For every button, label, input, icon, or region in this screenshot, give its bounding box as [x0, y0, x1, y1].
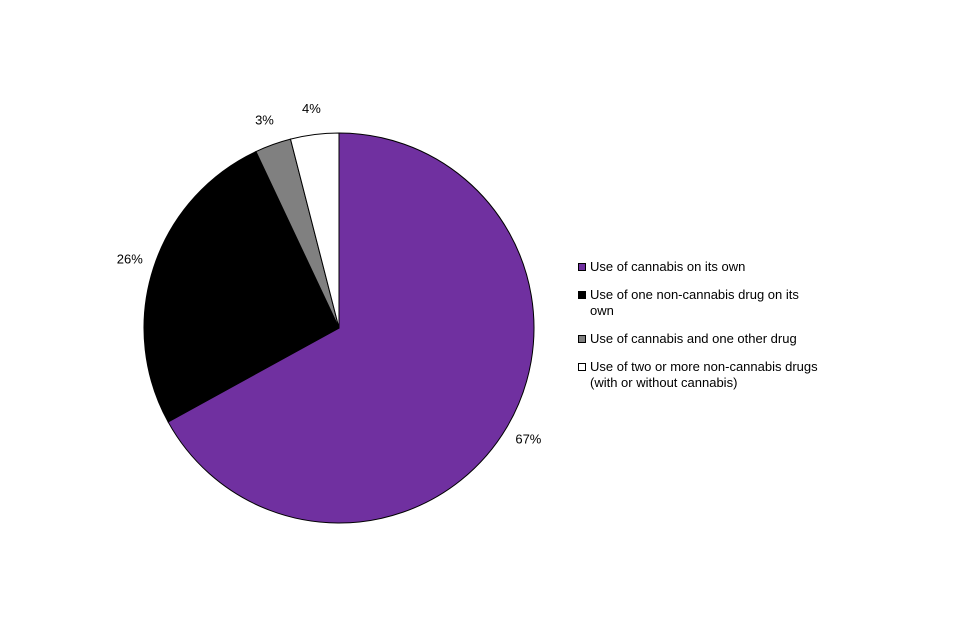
legend-label: Use of cannabis on its own [590, 259, 746, 274]
data-label: 26% [117, 251, 143, 266]
legend-swatch [578, 263, 586, 271]
legend-item: Use of cannabis on its own [578, 259, 838, 275]
legend-label: Use of one non-cannabis drug on its own [590, 287, 799, 318]
legend-item: Use of two or more non-cannabis drugs (w… [578, 359, 838, 391]
pie-slice [167, 132, 535, 524]
legend-swatch [578, 363, 586, 371]
legend-label: Use of cannabis and one other drug [590, 331, 797, 346]
data-label: 67% [515, 431, 541, 446]
legend: Use of cannabis on its own Use of one non… [578, 259, 838, 391]
legend-item: Use of cannabis and one other drug [578, 331, 838, 347]
legend-swatch [578, 335, 586, 343]
pie-slice [143, 150, 340, 423]
data-label: 3% [255, 112, 274, 127]
legend-swatch [578, 291, 586, 299]
pie-slice [289, 132, 340, 329]
legend-item: Use of one non-cannabis drug on its own [578, 287, 838, 319]
legend-label: Use of two or more non-cannabis drugs (w… [590, 359, 818, 390]
data-label: 4% [302, 101, 321, 116]
